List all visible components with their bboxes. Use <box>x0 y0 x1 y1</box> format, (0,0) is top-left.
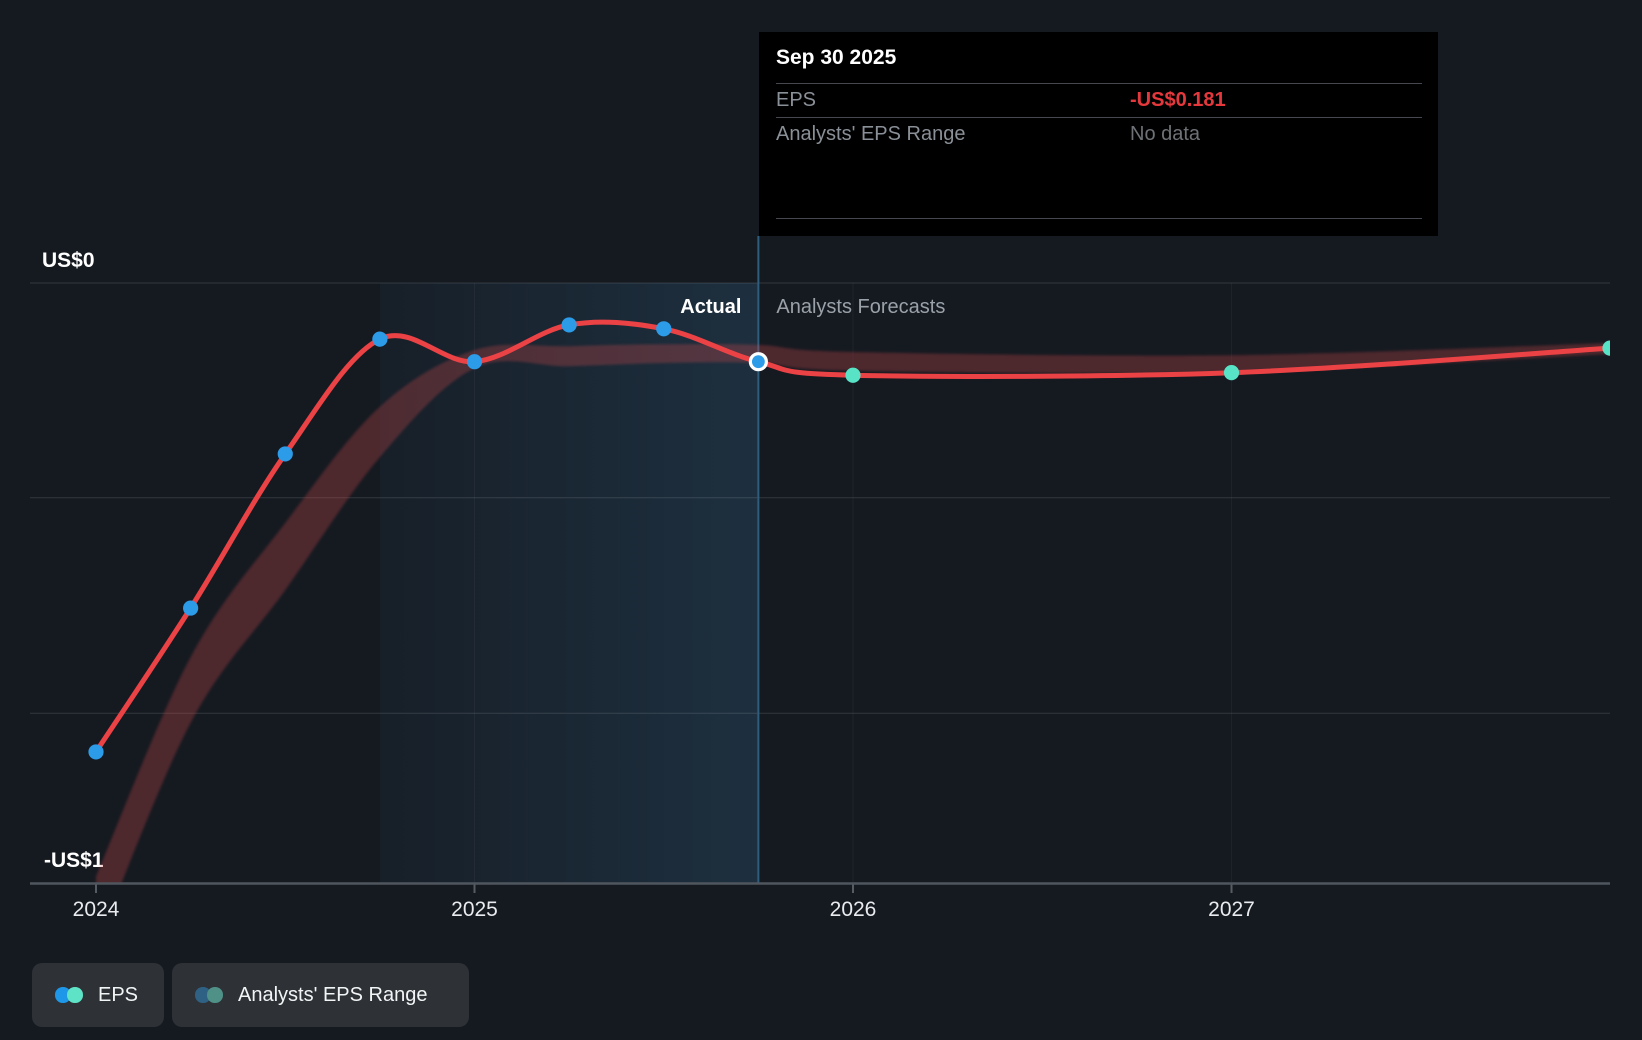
forecast-eps-point[interactable] <box>1602 340 1617 356</box>
tooltip-date-title: Sep 30 2025 <box>776 46 897 69</box>
legend: EPS Analysts' EPS Range <box>32 963 469 1027</box>
eps-legend-dots-icon <box>55 987 83 1003</box>
hover-tooltip: Sep 30 2025 EPS -US$0.181 Analysts' EPS … <box>759 32 1438 236</box>
forecast-eps-point[interactable] <box>845 367 861 383</box>
actual-label: Actual <box>680 296 741 318</box>
actual-eps-point[interactable] <box>372 331 388 347</box>
tooltip-range-label: Analysts' EPS Range <box>776 123 966 145</box>
x-axis-labels: 2024 2025 2026 2027 <box>73 898 1255 921</box>
legend-item-analysts-eps-range[interactable]: Analysts' EPS Range <box>172 963 469 1027</box>
year-gridlines <box>474 283 1232 883</box>
actual-eps-point[interactable] <box>656 321 672 337</box>
tooltip-eps-label: EPS <box>776 89 817 111</box>
tooltip-range-value: No data <box>1130 123 1201 145</box>
actual-eps-point[interactable] <box>561 317 577 333</box>
tooltip-divider <box>776 218 1422 219</box>
y-axis-label-zero: US$0 <box>42 249 95 272</box>
x-axis-ticks <box>95 884 1233 893</box>
tooltip-divider <box>776 117 1422 118</box>
actual-eps-point[interactable] <box>277 446 293 462</box>
x-axis-label-2024: 2024 <box>73 898 120 921</box>
legend-eps-label: EPS <box>98 983 139 1006</box>
tooltip-range-row: Analysts' EPS Range No data <box>776 123 1422 147</box>
data-points <box>88 317 1617 760</box>
analysts-forecasts-label: Analysts Forecasts <box>776 296 945 318</box>
eps-line <box>93 319 1610 755</box>
x-axis-label-2026: 2026 <box>830 898 877 921</box>
tooltip-eps-row: EPS -US$0.181 <box>776 89 1422 113</box>
actual-eps-point[interactable] <box>183 600 199 616</box>
forecast-eps-point[interactable] <box>1223 365 1240 381</box>
legend-item-eps[interactable]: EPS <box>32 963 164 1027</box>
range-legend-dots-icon <box>195 987 223 1003</box>
tooltip-eps-value: -US$0.181 <box>1130 89 1226 111</box>
x-axis-label-2025: 2025 <box>451 898 498 921</box>
actual-eps-point[interactable] <box>88 744 104 760</box>
gridlines <box>30 282 1610 714</box>
tooltip-divider <box>776 83 1422 84</box>
legend-range-label: Analysts' EPS Range <box>238 983 428 1006</box>
y-axis-label-minus-one: -US$1 <box>44 849 104 872</box>
x-axis-label-2027: 2027 <box>1208 898 1255 921</box>
highlighted-eps-point[interactable] <box>748 352 768 372</box>
actual-eps-point[interactable] <box>466 354 483 370</box>
